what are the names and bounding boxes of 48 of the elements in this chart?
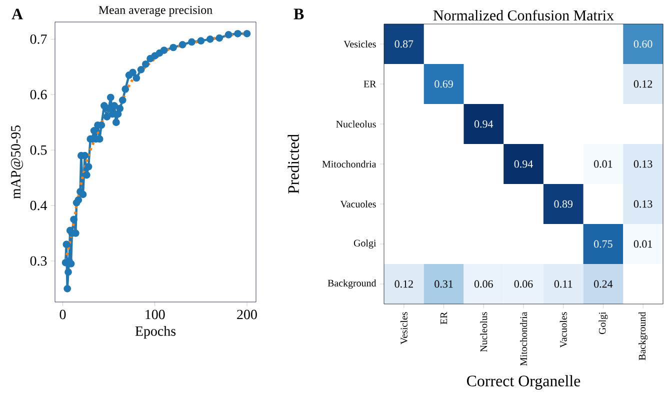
data-label: 0.69: [434, 80, 453, 88]
y-tick-label: Background: [328, 279, 376, 289]
data-label: 0.11: [554, 280, 572, 288]
y-tick-label: 0.5: [30, 145, 47, 155]
y-tick-label: 0.3: [30, 256, 47, 266]
x-tick-label: Golgi: [598, 312, 608, 334]
data-label: 0.13: [634, 200, 652, 208]
data-label: 0.89: [554, 200, 573, 208]
data-label: 0.06: [474, 280, 493, 288]
data-label: 0.01: [634, 240, 652, 248]
y-tick-label: Vesicles: [344, 40, 376, 48]
x-tick-label: 200: [237, 310, 257, 320]
y-axis-title: mAP@50-95: [11, 126, 23, 199]
y-tick-label: Mitochondria: [322, 160, 376, 168]
y-tick-label: Golgi: [354, 239, 376, 249]
data-label: 0.94: [514, 160, 533, 168]
x-axis-title: Epochs: [135, 326, 176, 339]
y-tick-label: Vacuoles: [340, 200, 376, 208]
x-tick-label: Vacuoles: [560, 312, 567, 348]
data-label: 0.12: [634, 80, 652, 88]
x-tick-label: 100: [146, 310, 165, 320]
data-label: 0.94: [474, 120, 494, 128]
x-tick-label: 0: [60, 310, 66, 320]
x-tick-label: Nucleolus: [480, 312, 488, 352]
y-tick-label: ER: [364, 80, 376, 88]
x-tick-label: Background: [638, 312, 648, 360]
data-label: 0.60: [634, 40, 652, 48]
data-label: 0.31: [434, 280, 453, 288]
y-tick-label: Nucleolus: [336, 120, 376, 128]
data-label: 0.24: [594, 280, 613, 288]
data-label: 0.06: [514, 280, 533, 288]
y-tick-label: 0.4: [30, 200, 48, 210]
data-label: 0.13: [634, 160, 652, 168]
y-tick-label: 0.6: [30, 90, 47, 100]
x-axis-title: Correct Organelle: [466, 375, 580, 390]
chart-title: Normalized Confusion Matrix: [433, 10, 614, 20]
x-tick-label: Mitochondria: [520, 312, 528, 366]
x-tick-label: Vesicles: [400, 312, 408, 344]
data-label: 0.87: [394, 40, 414, 48]
y-tick-label: 0.7: [30, 34, 47, 44]
data-label: 0.75: [594, 240, 612, 248]
data-label: 0.12: [394, 280, 413, 288]
y-axis-title: Predicted: [288, 134, 299, 194]
x-tick-label: ER: [440, 312, 448, 324]
text: B: [294, 8, 304, 20]
data-label: 0.01: [594, 160, 612, 168]
text: A: [12, 8, 23, 20]
chart-title: Mean average precision: [98, 6, 212, 16]
